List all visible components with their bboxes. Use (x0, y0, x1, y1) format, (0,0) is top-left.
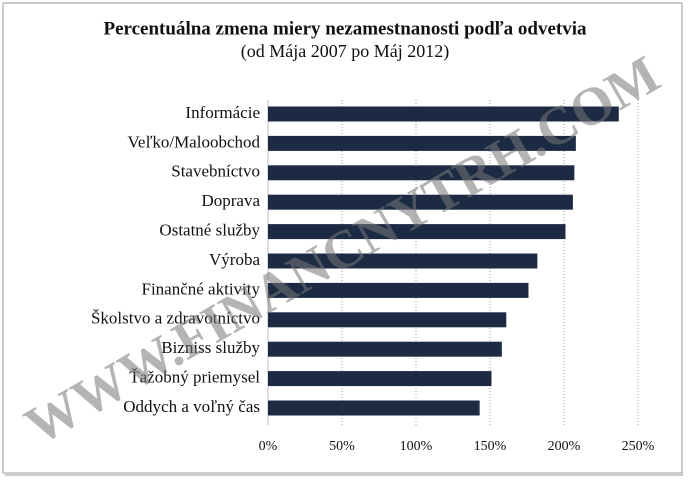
x-tick-label: 50% (329, 439, 355, 454)
x-tick-label: 250% (622, 439, 655, 454)
y-tick-label: Školstvo a zdravotníctvo (91, 309, 260, 328)
bar (268, 371, 492, 387)
y-tick-label: Doprava (201, 191, 260, 210)
x-tick-label: 200% (548, 439, 581, 454)
bar (268, 341, 502, 357)
y-tick-label: Ostatné služby (159, 221, 260, 240)
x-tick-label: 100% (400, 439, 433, 454)
y-tick-label: Oddych a voľný čas (123, 397, 260, 416)
y-tick-label: Informácie (185, 103, 260, 122)
y-tick-label: Stavebníctvo (171, 162, 260, 181)
bar (268, 224, 566, 240)
y-tick-label: Veľko/Maloobchod (128, 132, 261, 151)
x-tick-label: 150% (474, 439, 507, 454)
y-tick-label: Bizniss služby (161, 338, 260, 357)
y-tick-label: Výroba (209, 250, 260, 269)
bar (268, 135, 576, 151)
bar (268, 106, 619, 122)
chart-subtitle: (od Mája 2007 po Máj 2012) (241, 41, 449, 62)
y-tick-label: Ťažobný priemysel (129, 368, 260, 387)
bar (268, 194, 573, 210)
bar (268, 400, 480, 416)
bar (268, 253, 538, 269)
bar (268, 165, 575, 181)
y-tick-label: Finančné aktivity (141, 279, 260, 298)
bar (268, 282, 529, 298)
plot: 0% 50% 100% 150% 200% 250% Informácie Veľko/Mal… (91, 100, 655, 454)
bar (268, 312, 507, 328)
chart-title: Percentuálna zmena miery nezamestnanosti… (104, 18, 587, 39)
x-tick-label: 0% (259, 439, 278, 454)
